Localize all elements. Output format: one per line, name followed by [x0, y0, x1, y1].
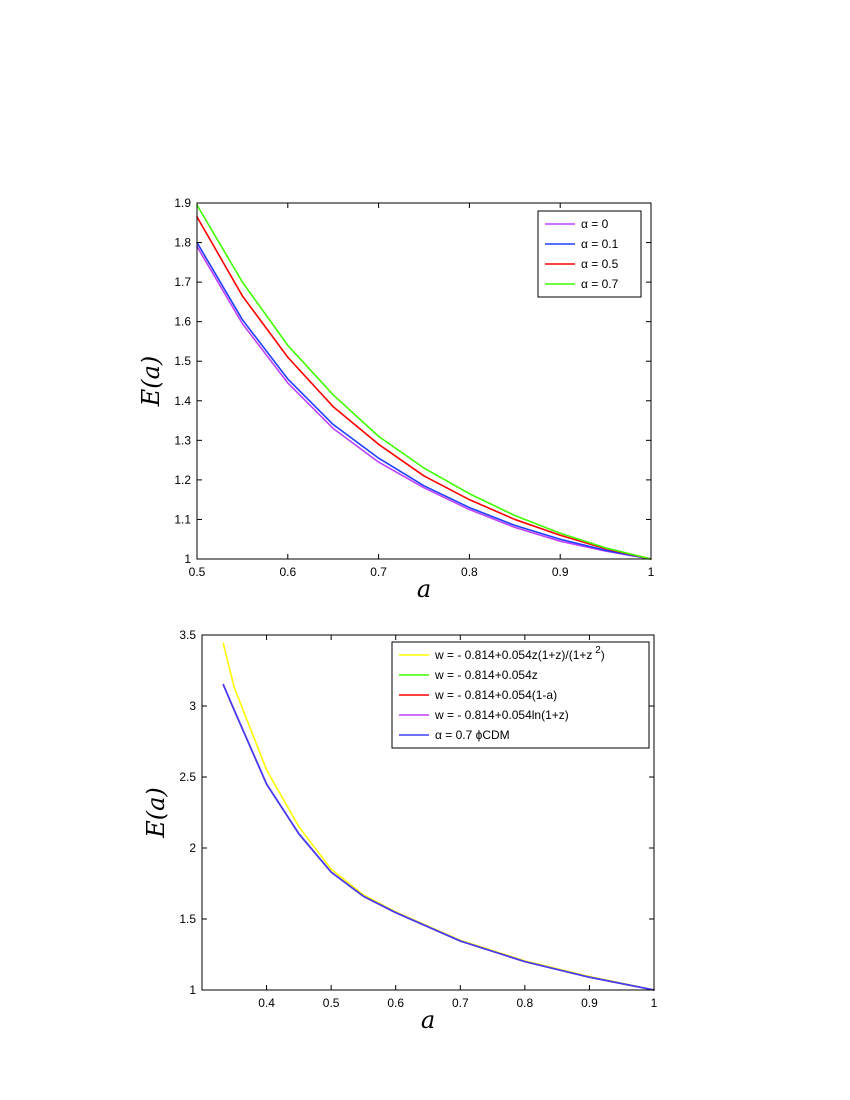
x-tick-label: 0.5 [189, 565, 206, 579]
legend-entry: w = - 0.814+0.054(1-a) [434, 688, 557, 702]
chart-1-plot-frame [196, 202, 652, 560]
chart-1-series-line-4 [196, 204, 652, 560]
y-axis-label: E(a) [142, 787, 170, 839]
y-axis-label: E(a) [137, 356, 165, 408]
y-tick-label: 1.5 [174, 354, 191, 368]
x-tick-label: 1 [648, 565, 655, 579]
y-tick-label: 1.8 [174, 236, 191, 250]
y-tick-label: 1 [184, 552, 191, 566]
x-tick-label: 0.9 [581, 996, 598, 1010]
chart-2: 0.4 0.5 0.6 0.7 0.8 0.9 1 1 1.5 2 2.5 3 3.5 a E(a) w = … [142, 628, 658, 1034]
y-tick-label: 1 [189, 983, 196, 997]
chart-1: 0.5 0.6 0.7 0.8 0.9 1 1 1.1 1.2 1.3 1.4 1.5 1.6 1.7 1.… [137, 196, 655, 603]
legend-entry: w = - 0.814+0.054z(1+z)/(1+z 2) [434, 645, 605, 662]
x-tick-label: 0.8 [517, 996, 534, 1010]
chart-2-series-line-5 [222, 683, 655, 991]
legend-box [537, 210, 642, 298]
x-tick-label: 0.7 [452, 996, 469, 1010]
legend-entry: α = 0.7 [581, 277, 619, 291]
chart-2-plot-frame [201, 634, 655, 991]
legend-entry: α = 0.7 ϕCDM [435, 728, 510, 742]
x-tick-label: 0.9 [552, 565, 569, 579]
y-tick-label: 1.1 [174, 512, 191, 526]
y-tick-label: 1.5 [179, 912, 196, 926]
chart-1-series-line-2 [196, 241, 652, 560]
legend-entry: α = 0.5 [581, 257, 619, 271]
x-tick-label: 0.4 [258, 996, 275, 1010]
y-tick-label: 1.3 [174, 433, 191, 447]
legend-entry: w = - 0.814+0.054z [434, 668, 538, 682]
x-tick-label: 0.6 [387, 996, 404, 1010]
y-tick-label: 1.4 [174, 394, 191, 408]
x-tick-label: 0.7 [370, 565, 387, 579]
x-tick-label: 0.6 [279, 565, 296, 579]
chart-1-legend: α = 0 α = 0.1 α = 0.5 α = 0.7 [537, 210, 642, 298]
legend-entry: w = - 0.814+0.054ln(1+z) [434, 708, 569, 722]
y-tick-label: 2.5 [179, 770, 196, 784]
y-tick-label: 3.5 [179, 628, 196, 642]
x-tick-label: 0.5 [323, 996, 340, 1010]
x-axis-label: a [417, 575, 431, 603]
chart-1-series-line-3 [196, 216, 652, 560]
y-tick-label: 1.7 [174, 275, 191, 289]
y-tick-label: 1.6 [174, 315, 191, 329]
x-tick-label: 0.8 [461, 565, 478, 579]
x-tick-label: 1 [651, 996, 658, 1010]
chart-1-series-line-1 [196, 245, 652, 560]
legend-entry: α = 0.1 [581, 237, 619, 251]
y-tick-label: 3 [189, 699, 196, 713]
y-tick-label: 2 [189, 841, 196, 855]
legend-box [391, 641, 650, 749]
y-tick-label: 1.9 [174, 196, 191, 210]
y-tick-label: 1.2 [174, 473, 191, 487]
x-axis-label: a [421, 1006, 435, 1034]
legend-entry: α = 0 [581, 217, 609, 231]
chart-2-legend: w = - 0.814+0.054z(1+z)/(1+z 2) w = - 0.8… [391, 641, 650, 749]
